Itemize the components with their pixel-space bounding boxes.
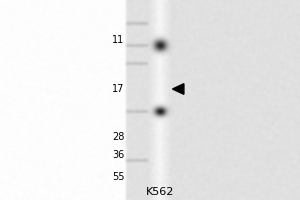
Text: 28: 28	[112, 132, 124, 142]
Text: 11: 11	[112, 35, 124, 45]
Text: 36: 36	[112, 150, 124, 160]
Polygon shape	[172, 84, 184, 94]
Text: 55: 55	[112, 172, 124, 182]
Text: 17: 17	[112, 84, 124, 94]
Text: K562: K562	[146, 187, 175, 197]
